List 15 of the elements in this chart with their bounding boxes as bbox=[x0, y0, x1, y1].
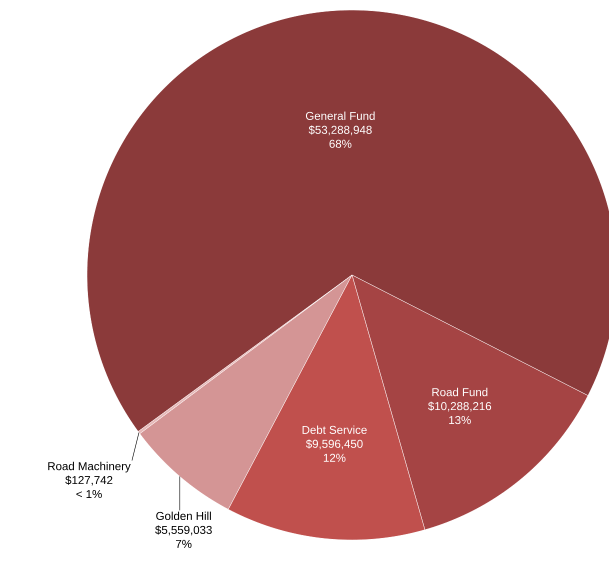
text: 12% bbox=[324, 454, 346, 462]
data-label: $53,288,948 bbox=[308, 125, 372, 136]
data-label: $9,596,450 bbox=[306, 439, 363, 450]
text: 13% bbox=[449, 416, 471, 424]
text: 68% bbox=[330, 140, 352, 148]
text: 7% bbox=[176, 540, 192, 548]
slice-label: Golden Hill bbox=[156, 512, 211, 520]
slice-label: Road Machinery bbox=[48, 462, 131, 472]
slice-label: Debt Service bbox=[302, 426, 367, 434]
slice-label: Road Fund bbox=[432, 388, 488, 396]
data-label: $5,559,033 bbox=[155, 525, 212, 536]
text: < 1% bbox=[76, 490, 102, 498]
data-label: $10,288,216 bbox=[428, 402, 492, 412]
data-label: $127,742 bbox=[65, 476, 112, 486]
slice-label: General Fund bbox=[306, 112, 375, 120]
